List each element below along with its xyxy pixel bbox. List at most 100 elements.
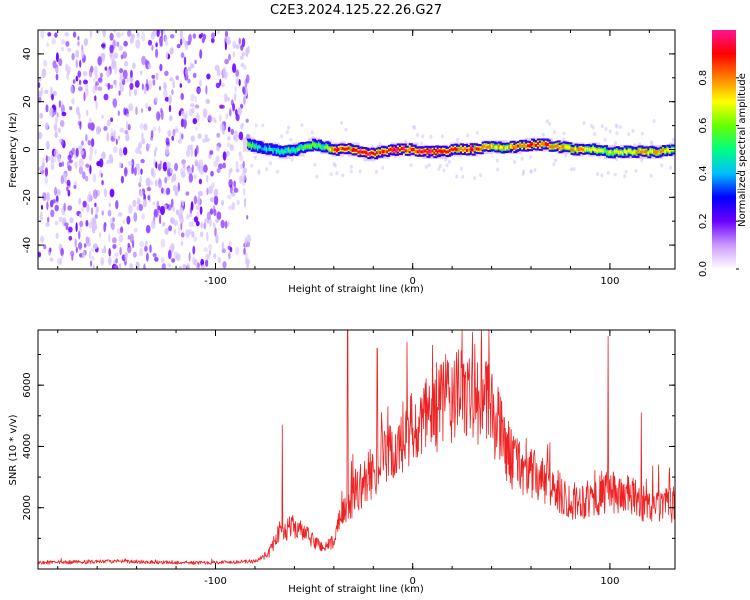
noise-speck <box>181 159 186 165</box>
noise-speck <box>38 82 41 88</box>
noise-speck <box>124 130 129 135</box>
noise-speck <box>139 123 144 130</box>
noise-speck <box>165 187 170 196</box>
spectrogram-y-tick-labels: -40 -20 0 20 40 <box>22 48 33 254</box>
noise-speck <box>429 134 433 139</box>
noise-speck <box>313 162 317 167</box>
noise-speck <box>232 51 235 58</box>
noise-speck <box>163 82 167 90</box>
noise-speck <box>140 70 143 75</box>
noise-speck <box>126 77 129 83</box>
signal-point <box>454 147 458 152</box>
noise-speck <box>148 63 152 70</box>
noise-speck <box>46 201 49 211</box>
noise-speck <box>212 222 216 228</box>
noise-speck <box>126 120 128 131</box>
noise-speck <box>38 96 42 103</box>
noise-speck <box>473 176 477 180</box>
spectrogram-y-tick-label: -40 <box>22 237 33 253</box>
noise-speck <box>569 167 573 172</box>
noise-speck <box>239 55 244 60</box>
noise-speck <box>210 32 216 39</box>
noise-speck <box>90 138 95 148</box>
noise-speck <box>275 169 279 174</box>
noise-speck <box>203 33 206 41</box>
noise-speck <box>215 82 221 89</box>
noise-speck <box>381 165 385 170</box>
noise-speck <box>187 66 192 72</box>
noise-speck <box>241 172 247 182</box>
noise-speck <box>139 141 143 149</box>
noise-speck <box>564 153 568 158</box>
noise-speck <box>40 30 45 39</box>
noise-speck <box>121 31 124 37</box>
signal-point <box>324 145 328 149</box>
noise-speck <box>209 208 214 215</box>
noise-speck <box>103 222 107 233</box>
noise-speck <box>164 70 169 77</box>
noise-speck <box>247 45 250 55</box>
noise-speck <box>162 161 168 172</box>
noise-speck <box>596 172 600 176</box>
noise-speck <box>206 174 209 183</box>
noise-speck <box>145 240 148 246</box>
noise-speck <box>60 174 65 185</box>
noise-speck <box>197 133 202 140</box>
noise-speck <box>55 67 59 73</box>
noise-speck <box>649 173 653 178</box>
noise-speck <box>210 170 214 177</box>
noise-speck <box>168 104 172 113</box>
noise-speck <box>94 95 97 102</box>
noise-speck <box>421 134 425 139</box>
noise-speck <box>55 232 59 239</box>
noise-speck <box>152 30 157 37</box>
noise-speck <box>155 161 158 169</box>
noise-speck <box>190 201 194 211</box>
noise-speck <box>82 200 87 208</box>
noise-speck <box>229 246 233 253</box>
noise-speck <box>155 72 159 81</box>
noise-speck <box>145 177 151 187</box>
noise-speck <box>243 95 246 105</box>
noise-speck <box>438 164 442 168</box>
noise-speck <box>233 180 236 187</box>
noise-speck <box>49 107 54 117</box>
noise-speck <box>90 260 93 267</box>
noise-speck <box>358 169 362 174</box>
signal-core <box>666 148 671 152</box>
noise-speck <box>238 151 242 157</box>
noise-speck <box>118 161 122 168</box>
noise-speck <box>112 217 115 223</box>
noise-speck <box>81 206 85 212</box>
noise-speck <box>195 220 200 227</box>
noise-speck <box>140 108 144 113</box>
noise-speck <box>75 49 80 58</box>
noise-speck <box>349 169 353 174</box>
snr-x-tick-label: 100 <box>600 576 619 587</box>
noise-speck <box>163 188 166 196</box>
noise-speck <box>69 85 74 94</box>
noise-speck <box>197 87 201 94</box>
noise-speck <box>600 173 604 178</box>
noise-speck <box>160 205 165 216</box>
signal-core <box>659 150 664 154</box>
noise-speck <box>175 75 179 81</box>
noise-speck <box>161 222 166 227</box>
noise-speck <box>79 150 85 156</box>
noise-speck <box>120 175 124 184</box>
noise-speck <box>166 51 169 60</box>
noise-speck <box>39 112 44 119</box>
noise-speck <box>139 240 145 248</box>
noise-speck <box>235 69 240 77</box>
noise-speck <box>141 83 144 91</box>
noise-speck <box>103 188 107 198</box>
noise-speck <box>131 158 135 168</box>
noise-speck <box>113 130 116 139</box>
noise-speck <box>112 98 118 108</box>
noise-speck <box>179 83 182 88</box>
signal-core <box>668 149 673 153</box>
noise-speck <box>179 131 182 141</box>
noise-speck <box>132 62 136 69</box>
noise-speck <box>78 158 84 168</box>
snr-y-tick-label: 2000 <box>22 495 33 520</box>
